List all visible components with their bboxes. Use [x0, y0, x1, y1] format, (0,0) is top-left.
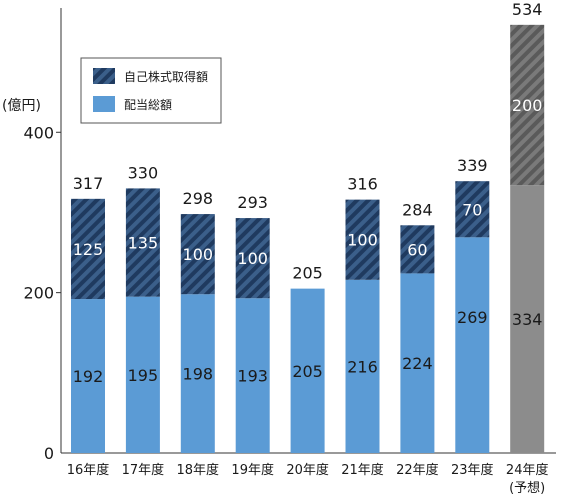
bar-buyback [400, 225, 435, 274]
x-tick-label: 16年度 [67, 462, 110, 478]
data-label-buyback: 70 [462, 200, 482, 219]
bar-buyback [71, 198, 105, 300]
data-label-dividend: 195 [128, 366, 159, 385]
bar-dividend [455, 237, 490, 453]
data-label-total: 317 [73, 174, 104, 193]
data-label-total: 534 [512, 0, 543, 19]
bar-dividend [180, 294, 215, 453]
bar-buyback [180, 214, 215, 295]
data-label-buyback: 135 [128, 234, 159, 253]
data-label-dividend: 334 [512, 310, 543, 329]
x-tick-label: 24年度 [506, 462, 549, 478]
data-label-total: 330 [128, 163, 159, 182]
data-label-total: 205 [292, 264, 323, 283]
legend-box [80, 57, 222, 124]
data-label-total: 293 [237, 193, 268, 212]
legend: 自己株式取得額 配当総額 [80, 57, 222, 124]
bar-dividend [510, 185, 545, 454]
y-tick-label: 200 [23, 284, 54, 303]
y-axis-label: (億円) [2, 98, 41, 114]
x-tick-label: 18年度 [177, 462, 220, 478]
x-tick-label: 20年度 [286, 462, 329, 478]
bar-dividend [290, 288, 325, 453]
data-label-total: 284 [402, 200, 433, 219]
legend-swatch-dividend [93, 96, 115, 112]
x-tick-label: 19年度 [231, 462, 274, 478]
data-label-dividend: 224 [402, 354, 433, 373]
data-label-dividend: 198 [183, 365, 214, 384]
bar-dividend [235, 298, 270, 453]
data-label-dividend: 192 [73, 367, 104, 386]
legend-label-dividend: 配当総額 [124, 98, 172, 112]
bar-dividend [71, 299, 105, 453]
legend-swatch-buyback [93, 68, 115, 84]
bar-buyback [235, 218, 270, 299]
legend-label-buyback: 自己株式取得額 [124, 69, 208, 84]
x-tick-label: 23年度 [451, 462, 494, 478]
data-label-buyback: 100 [347, 231, 378, 250]
bar-buyback [125, 188, 160, 297]
data-label-dividend: 205 [292, 362, 323, 381]
data-label-buyback: 125 [73, 240, 104, 259]
x-tick-label: 17年度 [122, 462, 165, 478]
data-label-dividend: 269 [457, 308, 488, 327]
data-label-buyback: 200 [512, 96, 543, 115]
data-label-total: 316 [347, 175, 378, 194]
bar-buyback [455, 181, 490, 238]
x-tick-note: (予想) [509, 480, 545, 496]
data-label-total: 298 [183, 189, 214, 208]
data-label-buyback: 60 [407, 240, 427, 259]
data-label-buyback: 100 [183, 245, 214, 264]
bar-dividend [400, 273, 435, 453]
x-tick-label: 22年度 [396, 462, 439, 478]
data-label-total: 339 [457, 156, 488, 175]
y-tick-label: 400 [23, 123, 54, 142]
y-ticks: 0 200 400 [23, 123, 61, 463]
bar-buyback [345, 199, 380, 280]
y-tick-label: 0 [44, 444, 54, 463]
data-label-buyback: 100 [237, 249, 268, 268]
bar-dividend [345, 279, 380, 453]
data-label-dividend: 216 [347, 357, 378, 376]
x-tick-label: 21年度 [341, 462, 384, 478]
bars-group: 192 125 317 195 135 330 198 100 298 193 100 293 205 2… [71, 0, 545, 454]
bar-dividend [125, 296, 160, 453]
data-label-dividend: 193 [237, 367, 268, 386]
category-labels: 16年度 17年度 18年度 19年度 20年度 21年度 22年度 23年度 24年度 (予想) [67, 462, 549, 496]
bar-buyback [510, 24, 545, 186]
